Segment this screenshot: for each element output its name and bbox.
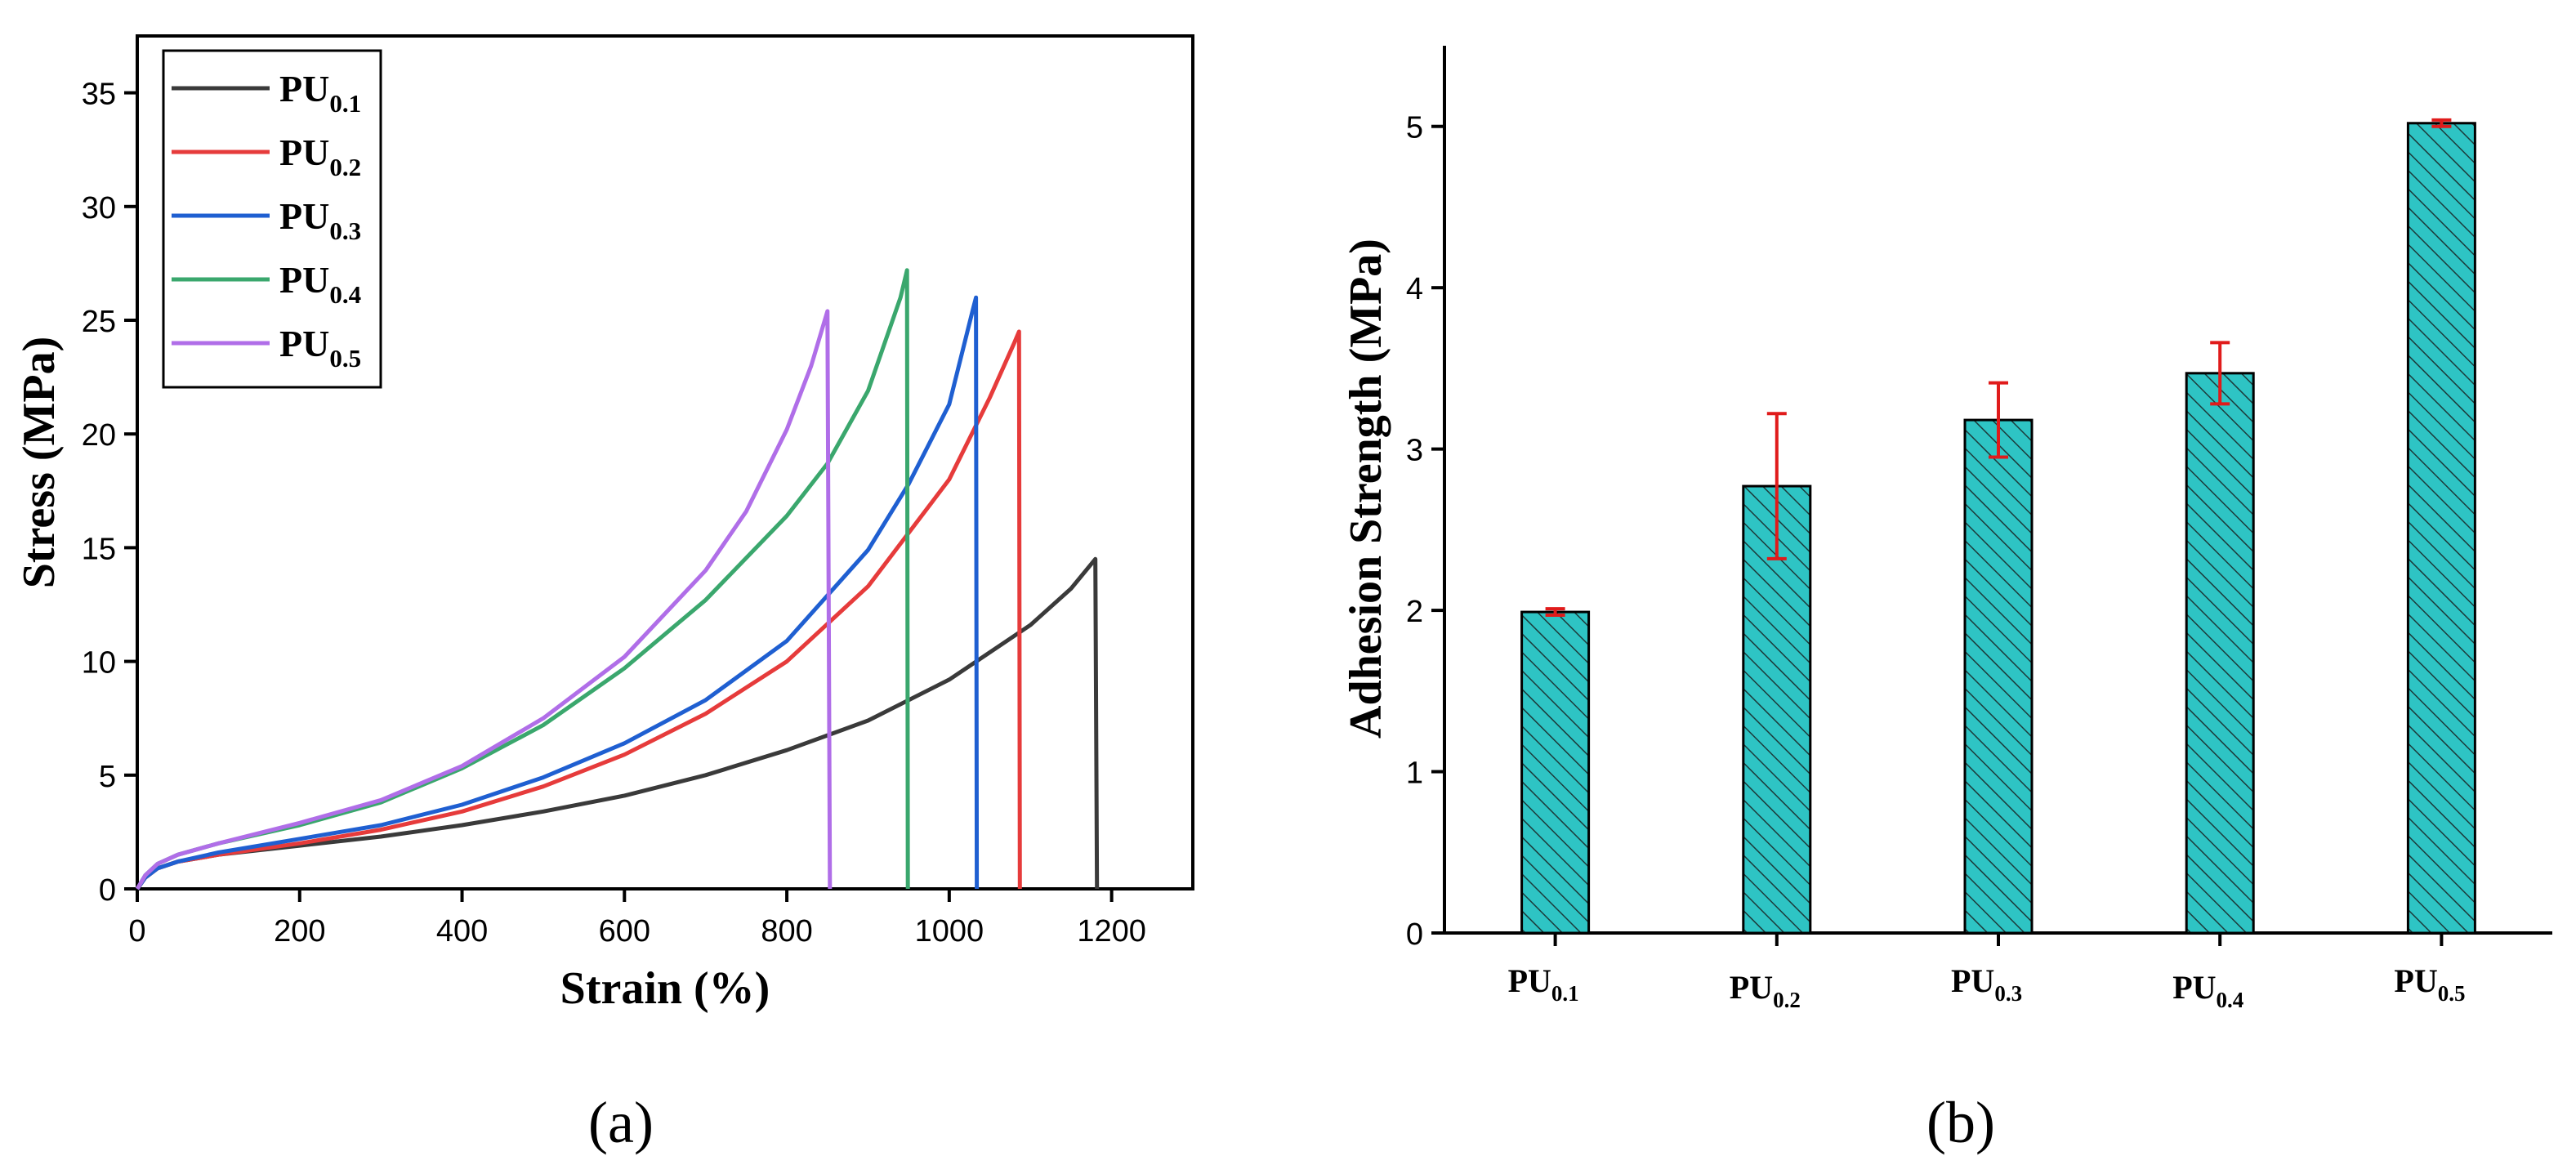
x-axis-label-a: Strain (%)	[560, 963, 770, 1014]
bar-pu0-5	[2406, 122, 2476, 935]
y-tick-label-a: 15	[82, 532, 116, 566]
legend-label-base: PU	[279, 132, 329, 173]
x-tick-label-b-base: PU	[1730, 969, 1773, 1006]
x-tick-label-a: 200	[274, 914, 325, 949]
legend-label: PU0.2	[279, 132, 361, 181]
y-axis-b: 0 1 2 3 4 5	[1406, 111, 1444, 952]
series-line-pu0-3	[135, 295, 980, 890]
series-line-pu0-1	[135, 556, 1100, 890]
x-tick-label-b: PU0.4	[2172, 969, 2243, 1012]
y-tick-label-a: 20	[82, 418, 116, 453]
y-tick-label-a: 35	[82, 78, 116, 112]
legend-label: PU0.1	[279, 68, 361, 118]
x-tick-label-b-base: PU	[1508, 962, 1551, 999]
x-tick-label-b-base: PU	[1951, 962, 1994, 999]
x-tick-label-b-sub: 0.5	[2438, 981, 2466, 1006]
y-tick-label-b: 4	[1406, 272, 1423, 306]
x-tick-label-b: PU0.2	[1730, 969, 1801, 1012]
legend-label: PU0.3	[279, 195, 361, 245]
y-tick-label-a: 5	[99, 760, 116, 794]
x-tick-label-a: 0	[128, 914, 145, 949]
x-tick-label-b: PU0.5	[2394, 962, 2465, 1006]
x-axis-a: 0 200 400 600 800 1000 1200	[128, 889, 1146, 949]
y-tick-label-b: 1	[1406, 757, 1423, 791]
bar-pu0-1	[1520, 610, 1591, 935]
y-axis-label-b: Adhesion Strength (MPa)	[1341, 239, 1391, 739]
legend-label-base: PU	[279, 259, 329, 301]
x-tick-label-a: 1200	[1077, 914, 1146, 949]
bars	[1520, 118, 2476, 935]
legend-label-sub: 0.3	[329, 216, 361, 245]
legend-label-base: PU	[279, 323, 329, 364]
x-tick-label-b-sub: 0.2	[1773, 988, 1801, 1012]
y-tick-label-a: 25	[82, 305, 116, 339]
legend-label: PU0.5	[279, 323, 361, 373]
y-tick-label-a: 30	[82, 191, 116, 225]
x-tick-label-a: 1000	[915, 914, 984, 949]
x-tick-label-b-base: PU	[2394, 962, 2437, 999]
panel-label-b: (b)	[1926, 1090, 1995, 1155]
y-tick-label-b: 0	[1406, 917, 1423, 952]
legend-box	[162, 49, 382, 389]
x-tick-label-b-sub: 0.3	[1994, 981, 2022, 1006]
y-tick-label-a: 0	[99, 873, 116, 908]
bar-pu0-2	[1742, 484, 1812, 935]
x-tick-label-a: 800	[761, 914, 812, 949]
series-lines	[135, 268, 1100, 890]
legend-label: PU0.4	[279, 259, 361, 309]
legend-label-sub: 0.5	[329, 344, 361, 373]
x-tick-label-a: 600	[599, 914, 650, 949]
legend-label-base: PU	[279, 195, 329, 237]
series-line-pu0-5	[135, 309, 833, 890]
panel-label-a: (a)	[588, 1090, 654, 1155]
stress-strain-chart: 0 200 400 600 800 1000 1200 0 5 10 15 20 25 30 35 Str…	[14, 34, 1194, 1014]
y-axis-label-a: Stress (MPa)	[14, 337, 65, 588]
y-axis-a: 0 5 10 15 20 25 30 35	[82, 78, 137, 908]
legend-label-sub: 0.4	[329, 280, 361, 309]
legend-label-sub: 0.2	[329, 153, 361, 181]
x-tick-label-b: PU0.1	[1508, 962, 1579, 1006]
x-tick-label-b-sub: 0.1	[1551, 981, 1579, 1006]
y-tick-label-b: 2	[1406, 595, 1423, 629]
x-tick-label-b-sub: 0.4	[2217, 988, 2244, 1012]
bar-pu0-3	[1963, 418, 2034, 935]
legend-label-base: PU	[279, 68, 329, 109]
x-tick-label-b: PU0.3	[1951, 962, 2022, 1006]
bar-pu0-4	[2185, 372, 2255, 935]
y-tick-label-a: 10	[82, 646, 116, 681]
y-tick-label-b: 5	[1406, 111, 1423, 145]
x-tick-label-a: 400	[436, 914, 488, 949]
y-tick-label-b: 3	[1406, 434, 1423, 468]
x-tick-label-b-base: PU	[2172, 969, 2216, 1006]
legend-label-sub: 0.1	[329, 89, 361, 118]
plot-frame-a	[136, 34, 1194, 890]
